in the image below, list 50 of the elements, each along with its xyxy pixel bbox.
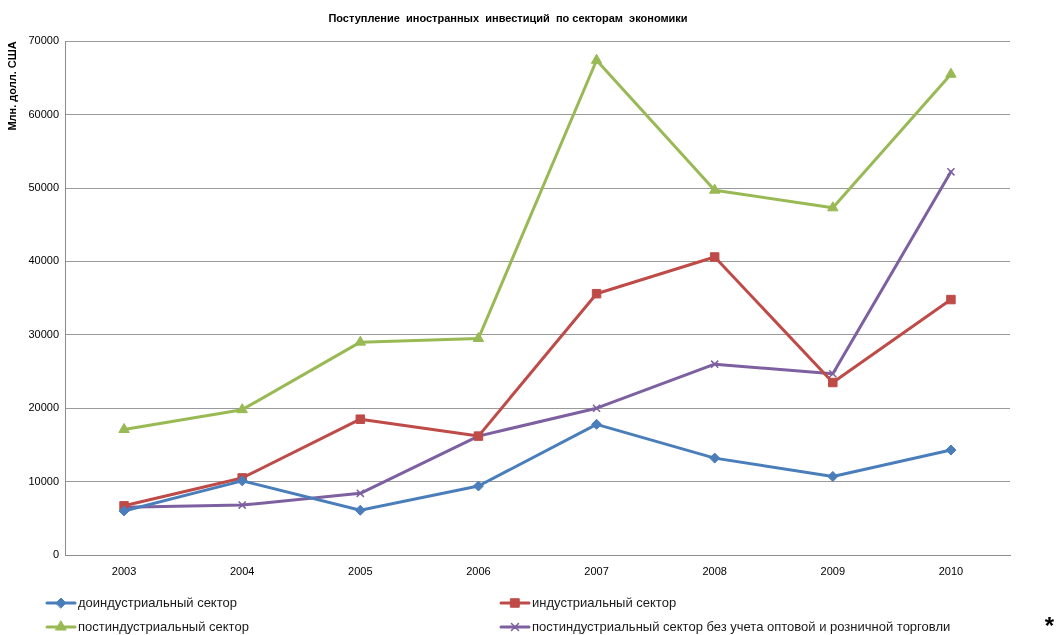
point <box>118 422 130 433</box>
y-tick-label: 70000 <box>28 34 59 47</box>
point <box>946 294 956 305</box>
point <box>592 403 601 413</box>
point <box>237 500 247 510</box>
x-tick-label: 2005 <box>348 564 373 577</box>
x-tick-label: 2004 <box>229 564 255 577</box>
y-tick-label: 50000 <box>28 181 59 194</box>
point <box>945 444 957 456</box>
x-tick-label: 2006 <box>466 564 491 577</box>
y-tick-label: 40000 <box>28 254 59 267</box>
x-tick-label: 2007 <box>584 564 609 577</box>
point <box>472 331 485 342</box>
legend-label: постиндустриальный сектор без учета оптовой и розничной торговли <box>532 618 951 634</box>
point <box>827 201 839 212</box>
y-tick-label: 0 <box>52 548 59 561</box>
x-tick-label: 2003 <box>111 564 137 577</box>
text: * <box>1044 612 1055 635</box>
y-tick-label: 10000 <box>28 474 59 487</box>
point <box>118 505 130 517</box>
y-tick-label: 60000 <box>28 107 59 120</box>
point <box>236 403 248 414</box>
point <box>591 418 603 430</box>
point <box>828 377 838 388</box>
x-tick-label: 2010 <box>938 564 964 577</box>
point <box>356 489 365 498</box>
point <box>708 183 721 194</box>
point <box>945 67 957 78</box>
x-tick-label: 2008 <box>702 564 727 577</box>
point <box>590 53 603 64</box>
legend-label: индустриальный сектор <box>532 594 677 610</box>
legend-label: доиндустриальный сектор <box>78 594 237 610</box>
point <box>827 470 839 482</box>
point <box>355 414 366 424</box>
y-tick-label: 20000 <box>28 401 59 414</box>
point <box>710 359 719 369</box>
point <box>354 335 367 346</box>
point <box>709 252 720 262</box>
point <box>472 480 484 492</box>
legend-label: постиндустриальный сектор <box>78 618 249 634</box>
point <box>828 369 838 378</box>
point <box>591 288 602 299</box>
x-tick-label: 2009 <box>820 564 846 577</box>
point <box>354 504 366 516</box>
point <box>236 475 248 487</box>
chart-title: Поступление иностранных инвестиций по секторам экономики <box>328 11 688 24</box>
y-tick-label: 30000 <box>28 327 59 340</box>
point <box>709 452 721 464</box>
y-axis-title: Млн. долл. США <box>5 41 18 131</box>
point <box>946 167 956 177</box>
